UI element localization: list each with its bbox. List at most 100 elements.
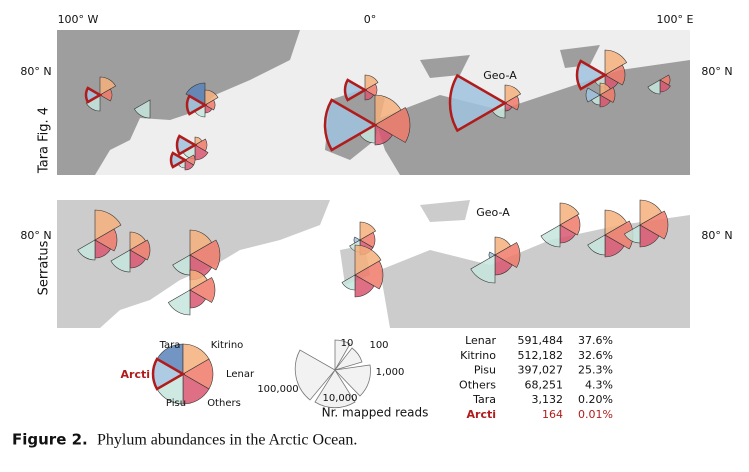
table-cell: Lenar xyxy=(465,334,496,347)
glyph-wedge xyxy=(559,214,581,236)
glyph-wedge xyxy=(184,159,195,171)
glyph-wedge xyxy=(359,221,376,241)
glyph-wedge xyxy=(647,79,661,95)
glyph-wedge xyxy=(374,107,411,143)
glyph-wedge xyxy=(599,87,616,103)
table-cell: 37.6% xyxy=(578,334,613,347)
glyph-wedge xyxy=(504,84,521,104)
glyph-wedge xyxy=(94,209,122,241)
lat-label: 80° N xyxy=(20,65,51,78)
glyph-wedge xyxy=(504,95,520,111)
lat-label: 80° N xyxy=(701,229,732,242)
glyph-wedge xyxy=(189,239,221,271)
glyph-wedge xyxy=(470,254,496,284)
glyph-wedge xyxy=(99,76,116,96)
glyph-wedge xyxy=(129,239,151,261)
glyph-wedge xyxy=(354,244,382,276)
glyph-wedge xyxy=(353,236,361,244)
glyph-wedge xyxy=(364,74,379,91)
glyph-wedge xyxy=(84,86,103,104)
table-cell: Kitrino xyxy=(460,349,496,362)
glyph-wedge xyxy=(77,239,96,261)
glyph-wedge xyxy=(110,249,131,273)
glyph-wedge xyxy=(540,224,561,248)
table-cell: 397,027 xyxy=(518,364,564,377)
glyph-wedge xyxy=(185,82,206,106)
glyph-wedge xyxy=(364,89,375,101)
glyph-wedge xyxy=(134,99,151,119)
site-label: Geo-A xyxy=(476,206,510,219)
table-cell: Pisu xyxy=(474,364,496,377)
glyph-wedge xyxy=(599,94,611,108)
panel-label: Tara Fig. 4 xyxy=(37,107,52,174)
site-label: Geo-A xyxy=(483,69,517,82)
caption-text: Phylum abundances in the Arctic Ocean. xyxy=(97,432,357,449)
lon-label: 100° W xyxy=(58,13,99,26)
table-cell: 164 xyxy=(542,408,563,421)
glyph-wedge xyxy=(323,98,378,152)
legend-label: Lenar xyxy=(226,369,255,380)
legend-label: Others xyxy=(207,398,241,409)
legend-label: Arcti xyxy=(121,368,151,381)
glyph-wedge xyxy=(559,202,580,226)
glyph-wedge xyxy=(488,251,496,259)
size-tick: 1,000 xyxy=(376,367,405,378)
glyph-wedge xyxy=(448,73,508,133)
size-tick: 10,000 xyxy=(323,393,358,404)
table-cell: 32.6% xyxy=(578,349,613,362)
table-cell: 591,484 xyxy=(518,334,564,347)
glyph-wedge xyxy=(341,274,356,291)
glyph-wedge xyxy=(175,134,198,156)
lat-label: 80° N xyxy=(20,229,51,242)
glyph-wedge xyxy=(639,210,669,240)
glyph-wedge xyxy=(639,224,660,248)
table-cell: 0.01% xyxy=(578,408,613,421)
glyph-wedge xyxy=(189,277,216,303)
glyph-wedge xyxy=(151,357,186,391)
size-tick: 100 xyxy=(369,340,388,351)
glyph-wedge xyxy=(185,94,208,116)
glyph-wedge xyxy=(624,224,641,244)
glyph-wedge xyxy=(585,87,601,103)
glyph-wedge xyxy=(94,228,118,252)
glyph-wedge xyxy=(99,88,113,102)
table-cell: 4.3% xyxy=(585,378,613,391)
legend-label: Pisu xyxy=(166,398,186,409)
glyphs xyxy=(77,49,671,405)
glyph-wedge xyxy=(374,124,393,146)
size-legend xyxy=(294,339,371,409)
table-cell: 512,182 xyxy=(518,349,564,362)
table-cell: Arcti xyxy=(467,408,497,421)
table-cell: Others xyxy=(459,378,496,391)
lon-label: 100° E xyxy=(657,13,694,26)
size-legend-title: Nr. mapped reads xyxy=(322,406,429,420)
glyph-wedge xyxy=(167,289,191,316)
glyph-wedge xyxy=(587,234,606,256)
table-cell: 68,251 xyxy=(525,378,564,391)
glyph-wedge xyxy=(604,234,625,258)
size-tick: 10 xyxy=(341,338,354,349)
glyph-wedge xyxy=(354,274,375,298)
glyph-wedge xyxy=(343,78,368,102)
glyph-wedge xyxy=(169,151,188,169)
glyph-wedge xyxy=(604,49,628,76)
table-cell: 0.20% xyxy=(578,393,613,406)
glyph-wedge xyxy=(204,99,216,111)
size-tick: 100,000 xyxy=(257,384,298,395)
table-cell: Tara xyxy=(472,393,496,406)
lon-label: 0° xyxy=(364,13,377,26)
glyph-wedge xyxy=(354,260,384,290)
glyph-wedge xyxy=(604,64,626,86)
map-top xyxy=(57,30,690,175)
legend-label: Tara xyxy=(159,340,181,351)
glyph-wedge xyxy=(494,242,521,268)
glyph-wedge xyxy=(575,59,608,91)
glyph-wedge xyxy=(85,94,101,112)
table: Lenar 591,484 37.6% Kitrino 512,182 32.6% Pisu… xyxy=(459,334,613,421)
caption-label: Figure 2. xyxy=(12,431,88,449)
table-cell: 25.3% xyxy=(578,364,613,377)
panel-label: Serratus xyxy=(37,240,52,295)
table-cell: 3,132 xyxy=(532,393,564,406)
glyph-wedge xyxy=(204,89,219,106)
